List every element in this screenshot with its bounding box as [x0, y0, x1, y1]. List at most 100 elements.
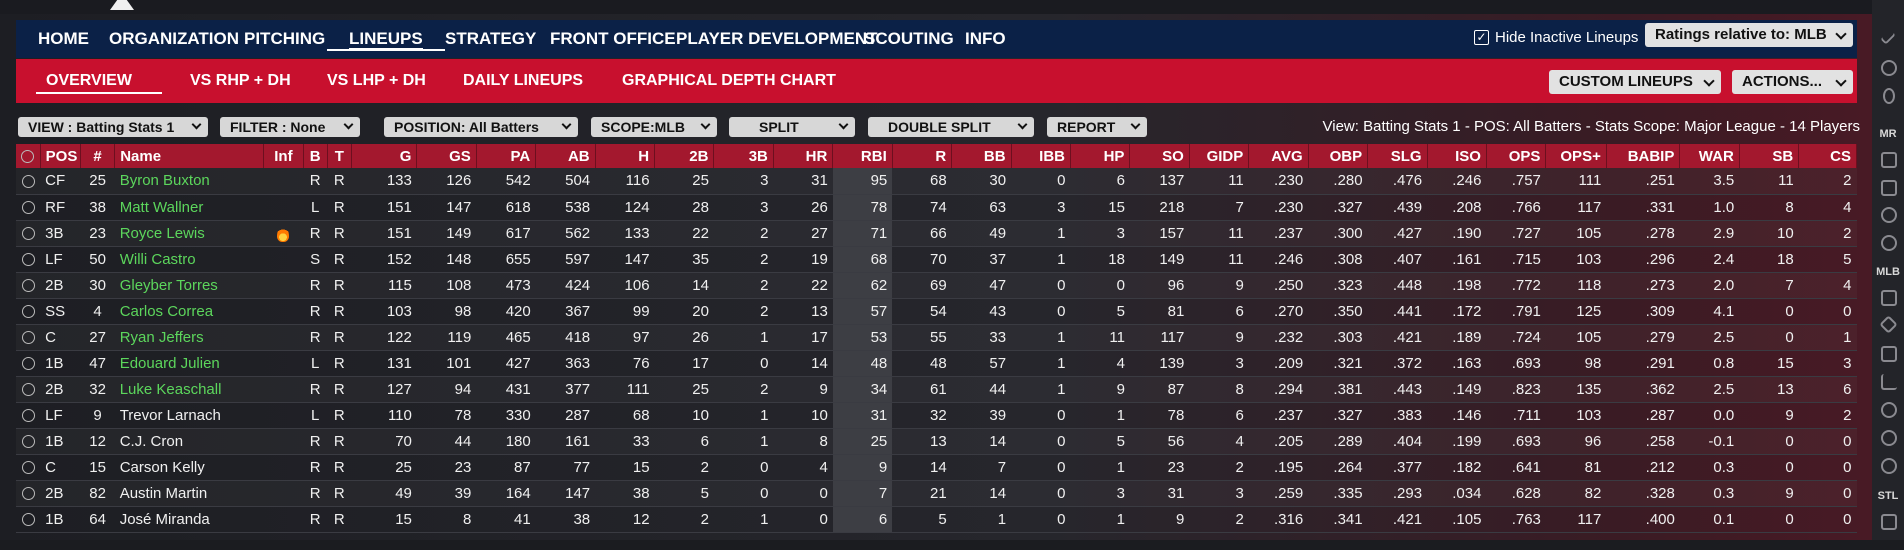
swap-icon[interactable]	[1881, 430, 1897, 446]
subnav-vs-rhp-dh[interactable]: VS RHP + DH	[190, 72, 291, 89]
player-name-link[interactable]: Gleyber Torres	[119, 276, 218, 294]
custom-lineups-dropdown[interactable]: CUSTOM LINEUPS	[1549, 70, 1721, 94]
nav-scouting[interactable]: SCOUTING	[864, 29, 954, 48]
table-row[interactable]: 1B 64 José Miranda R R 15 8 41 38 12 2 1 0 6 5 1 0 1 9 2.31…	[16, 506, 1857, 533]
radio-icon[interactable]	[21, 435, 35, 449]
ratings-relative-dropdown[interactable]: Ratings relative to: MLB	[1645, 23, 1853, 47]
radio-icon[interactable]	[21, 409, 35, 423]
player-name-link[interactable]: Edouard Julien	[119, 354, 220, 372]
report-dropdown[interactable]: REPORT	[1047, 117, 1147, 137]
nav-lineups[interactable]: LINEUPS	[327, 20, 445, 51]
radio-icon[interactable]	[21, 305, 35, 319]
player-name-link[interactable]: Austin Martin	[119, 484, 208, 502]
row-select-cell[interactable]	[16, 168, 41, 195]
double-split-dropdown[interactable]: DOUBLE SPLIT	[868, 117, 1034, 137]
column-header[interactable]: GS	[416, 144, 477, 168]
checkbox-checked-icon[interactable]: ✓	[1474, 29, 1489, 45]
player-name-cell[interactable]: Trevor Larnach	[114, 402, 264, 429]
radio-icon[interactable]	[21, 201, 35, 215]
column-header[interactable]: OPS+	[1545, 144, 1607, 168]
globe-icon[interactable]	[1881, 60, 1897, 76]
radio-icon[interactable]	[21, 253, 35, 267]
column-header[interactable]: B	[303, 144, 328, 168]
row-select-cell[interactable]	[16, 220, 41, 247]
column-header[interactable]: POS	[40, 144, 81, 168]
subnav-overview[interactable]: OVERVIEW	[46, 72, 132, 89]
row-select-cell[interactable]	[16, 454, 41, 481]
row-select-cell[interactable]	[16, 402, 41, 429]
nav-strategy[interactable]: STRATEGY	[445, 29, 537, 48]
player-name-cell[interactable]: José Miranda	[114, 506, 264, 533]
column-header[interactable]: GIDP	[1189, 144, 1250, 168]
player-name-link[interactable]: Carlos Correa	[119, 302, 214, 320]
row-select-cell[interactable]	[16, 298, 41, 325]
view-dropdown[interactable]: VIEW : Batting Stats 1	[18, 117, 208, 137]
radio-icon[interactable]	[21, 279, 35, 293]
column-header[interactable]: IBB	[1011, 144, 1072, 168]
radio-icon[interactable]	[21, 174, 35, 188]
column-header[interactable]: 3B	[713, 144, 774, 168]
column-header[interactable]: ISO	[1427, 144, 1487, 168]
player-name-cell[interactable]: C.J. Cron	[114, 428, 264, 455]
column-header[interactable]: AVG	[1248, 144, 1309, 168]
table-row[interactable]: 1B 12 C.J. Cron R R 70 44 180 161 33 6 1 8 25 13 14 0 5 56…	[16, 428, 1857, 455]
nav-info[interactable]: INFO	[965, 29, 1006, 48]
column-header[interactable]: CS	[1798, 144, 1857, 168]
search-icon[interactable]	[1881, 207, 1897, 223]
player-name-link[interactable]: José Miranda	[119, 510, 210, 528]
player-name-cell[interactable]: Gleyber Torres	[114, 272, 264, 299]
player-name-link[interactable]: Willi Castro	[119, 250, 196, 268]
row-select-cell[interactable]	[16, 428, 41, 455]
table-row[interactable]: 2B 30 Gleyber Torres R R 115 108 473 424 106 14 2 22…	[16, 272, 1857, 299]
radio-icon[interactable]	[21, 150, 35, 164]
table-row[interactable]: CF 25 Byron Buxton R R 133 126 542 504 116 25 3 31 95…	[16, 168, 1857, 195]
nav-pitching[interactable]: PITCHING	[244, 29, 326, 48]
table-row[interactable]: RF 38 Matt Wallner L R 151 147 618 538 124 28 3 26 78…	[16, 194, 1857, 221]
nav-organization[interactable]: ORGANIZATION	[109, 29, 240, 48]
column-header[interactable]: SB	[1739, 144, 1800, 168]
player-name-link[interactable]: C.J. Cron	[119, 432, 184, 450]
column-header[interactable]: BABIP	[1606, 144, 1681, 168]
player-name-cell[interactable]: Matt Wallner	[114, 194, 264, 221]
column-header[interactable]: PA	[476, 144, 537, 168]
subnav-vs-lhp-dh[interactable]: VS LHP + DH	[327, 72, 426, 89]
actions-dropdown[interactable]: ACTIONS...	[1732, 70, 1853, 94]
row-select-cell[interactable]	[16, 194, 41, 221]
column-header[interactable]: H	[595, 144, 656, 168]
radio-icon[interactable]	[21, 331, 35, 345]
nav-front-office[interactable]: FRONT OFFICE	[550, 29, 676, 48]
column-header[interactable]: Name	[114, 144, 265, 168]
column-header[interactable]: OBP	[1308, 144, 1369, 168]
hide-inactive-lineups-toggle[interactable]: ✓ Hide Inactive Lineups	[1474, 27, 1638, 47]
table-row[interactable]: C 15 Carson Kelly R R 25 23 87 77 15 2 0 4 9 14 7 0 1 23 2.…	[16, 454, 1857, 481]
radio-icon[interactable]	[21, 227, 35, 241]
lightbulb-icon[interactable]	[1883, 88, 1895, 104]
radio-icon[interactable]	[21, 461, 35, 475]
mail-icon[interactable]	[1881, 180, 1897, 196]
player-name-link[interactable]: Byron Buxton	[119, 172, 210, 190]
row-select-cell[interactable]	[16, 272, 41, 299]
gear-icon[interactable]	[1881, 458, 1897, 474]
player-name-cell[interactable]: Austin Martin	[114, 480, 264, 507]
column-header[interactable]: AB	[535, 144, 596, 168]
row-select-cell[interactable]	[16, 324, 41, 351]
home-icon[interactable]	[1881, 290, 1897, 306]
table-row[interactable]: 2B 82 Austin Martin R R 49 39 164 147 38 5 0 0 7 21 14 0…	[16, 480, 1857, 507]
radio-icon[interactable]	[21, 513, 35, 527]
player-name-link[interactable]: Trevor Larnach	[119, 406, 221, 424]
player-name-link[interactable]: Luke Keaschall	[119, 380, 222, 398]
check-icon[interactable]	[1880, 29, 1896, 45]
table-row[interactable]: LF 9 Trevor Larnach L R 110 78 330 287 68 10 1 10 31 3…	[16, 402, 1857, 429]
table-row[interactable]: 3B 23 Royce Lewis R R 151 149 617 562 133 22 2 27 71 6…	[16, 220, 1857, 247]
radio-icon[interactable]	[21, 383, 35, 397]
row-select-cell[interactable]	[16, 246, 41, 273]
column-header[interactable]: #	[80, 144, 116, 168]
info-icon[interactable]	[1881, 402, 1897, 418]
home-icon[interactable]	[1881, 152, 1897, 168]
column-header[interactable]: SLG	[1367, 144, 1428, 168]
column-header[interactable]: BB	[951, 144, 1012, 168]
player-name-cell[interactable]: Edouard Julien	[114, 350, 264, 377]
bar-chart-icon[interactable]	[1881, 374, 1897, 390]
table-row[interactable]: 2B 32 Luke Keaschall R R 127 94 431 377 111 25 2 9 34…	[16, 376, 1857, 403]
row-select-cell[interactable]	[16, 480, 41, 507]
